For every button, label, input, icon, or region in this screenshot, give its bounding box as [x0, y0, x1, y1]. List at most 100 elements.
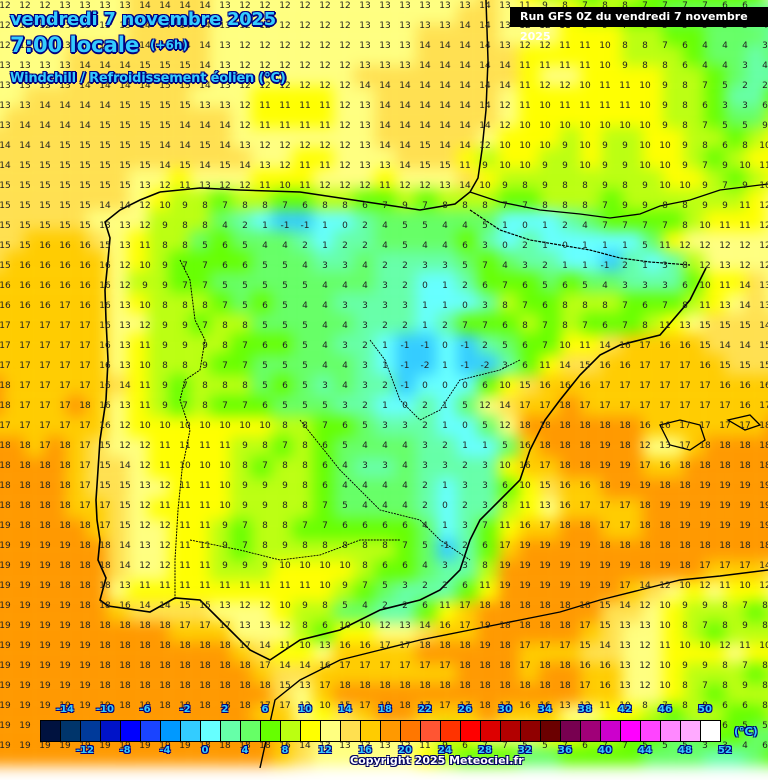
- grid-value: 19: [79, 681, 91, 691]
- grid-value: 8: [702, 701, 708, 711]
- grid-value: 9: [722, 161, 728, 171]
- grid-value: 14: [639, 581, 651, 591]
- grid-value: 5: [302, 321, 308, 331]
- grid-value: 13: [399, 621, 411, 631]
- grid-value: 13: [359, 161, 371, 171]
- grid-value: 12: [259, 81, 271, 91]
- grid-value: 17: [19, 421, 31, 431]
- lead-time: (+6h): [150, 38, 188, 52]
- grid-value: 5: [482, 221, 488, 231]
- grid-value: 3: [422, 461, 428, 471]
- legend-swatch: [61, 721, 81, 741]
- grid-value: -1: [460, 341, 470, 351]
- grid-value: 8: [182, 361, 188, 371]
- grid-value: 13: [119, 221, 131, 231]
- grid-value: 2: [542, 261, 548, 271]
- grid-value: 19: [99, 701, 111, 711]
- grid-value: 13: [379, 21, 391, 31]
- grid-value: 10: [539, 101, 551, 111]
- grid-value: 11: [279, 581, 291, 591]
- grid-value: 12: [39, 1, 51, 11]
- grid-value: 4: [382, 481, 388, 491]
- grid-value: 14: [79, 61, 91, 71]
- grid-value: 18: [419, 681, 431, 691]
- grid-value: 6: [682, 41, 688, 51]
- grid-value: 13: [39, 61, 51, 71]
- grid-value: 18: [219, 701, 231, 711]
- grid-value: 2: [422, 481, 428, 491]
- grid-value: 7: [602, 201, 608, 211]
- grid-value: 12: [535, 41, 555, 51]
- grid-value: 14: [359, 81, 371, 91]
- grid-value: 7: [202, 281, 208, 291]
- grid-value: 12: [19, 41, 31, 51]
- legend-tick-top: -6: [139, 704, 151, 715]
- grid-value: 3: [482, 501, 488, 511]
- grid-value: 4: [422, 561, 428, 571]
- grid-value: 17: [639, 341, 651, 351]
- legend-tick-top: 14: [338, 704, 352, 715]
- grid-value: 10: [659, 161, 671, 171]
- grid-value: 17: [19, 361, 31, 371]
- grid-value: 10: [659, 621, 671, 631]
- grid-value: 12: [139, 561, 151, 571]
- grid-value: 18: [559, 621, 571, 631]
- grid-value: 19: [19, 601, 31, 611]
- grid-value: 14: [759, 561, 768, 571]
- grid-value: 12: [339, 141, 351, 151]
- grid-value: 10: [219, 481, 231, 491]
- grid-value: 10: [619, 701, 631, 711]
- grid-value: 2: [622, 261, 628, 271]
- grid-value: 12: [639, 681, 651, 691]
- grid-value: 14: [379, 121, 391, 131]
- grid-value: 7: [702, 161, 708, 171]
- grid-value: 12: [339, 41, 351, 51]
- grid-value: 8: [502, 301, 508, 311]
- grid-value: 9: [502, 181, 508, 191]
- grid-value: 2: [422, 501, 428, 511]
- grid-value: 13: [759, 281, 768, 291]
- grid-value: 5: [342, 601, 348, 611]
- grid-value: 19: [0, 661, 11, 671]
- grid-value: 7: [322, 501, 328, 511]
- grid-value: 1: [442, 301, 448, 311]
- grid-value: 19: [479, 641, 491, 651]
- grid-value: 1: [382, 401, 388, 411]
- grid-value: 7: [622, 301, 628, 311]
- grid-value: 13: [239, 141, 251, 151]
- grid-value: 3: [742, 101, 748, 111]
- grid-value: 16: [0, 281, 11, 291]
- grid-value: 17: [699, 381, 711, 391]
- grid-value: 11: [539, 61, 551, 71]
- grid-value: 12: [0, 1, 11, 11]
- grid-value: 13: [199, 101, 211, 111]
- grid-value: 18: [499, 621, 511, 631]
- legend-tick-top: 6: [261, 704, 269, 715]
- grid-value: 5: [282, 361, 288, 371]
- grid-value: 1: [442, 281, 448, 291]
- grid-value: 8: [202, 221, 208, 231]
- grid-value: 10: [519, 121, 531, 131]
- grid-value: 12: [339, 121, 351, 131]
- grid-value: 18: [679, 561, 691, 571]
- grid-value: 18: [579, 461, 591, 471]
- grid-value: 11: [199, 481, 211, 491]
- grid-value: 18: [59, 501, 71, 511]
- grid-value: 11: [439, 601, 451, 611]
- grid-value: 7: [562, 741, 568, 751]
- grid-value: 8: [522, 321, 528, 331]
- grid-value: 19: [579, 541, 591, 551]
- grid-value: 6: [282, 381, 288, 391]
- grid-value: 18: [559, 401, 571, 411]
- grid-value: 18: [619, 441, 631, 451]
- grid-value: 15: [699, 341, 711, 351]
- grid-value: 10: [279, 181, 291, 191]
- grid-value: 6: [322, 481, 328, 491]
- grid-value: 5: [282, 401, 288, 411]
- grid-value: 4: [362, 501, 368, 511]
- grid-value: 16: [519, 441, 531, 451]
- grid-value: 16: [99, 301, 111, 311]
- grid-value: 9: [182, 201, 188, 211]
- grid-value: 12: [319, 1, 331, 11]
- grid-value: 17: [399, 661, 411, 671]
